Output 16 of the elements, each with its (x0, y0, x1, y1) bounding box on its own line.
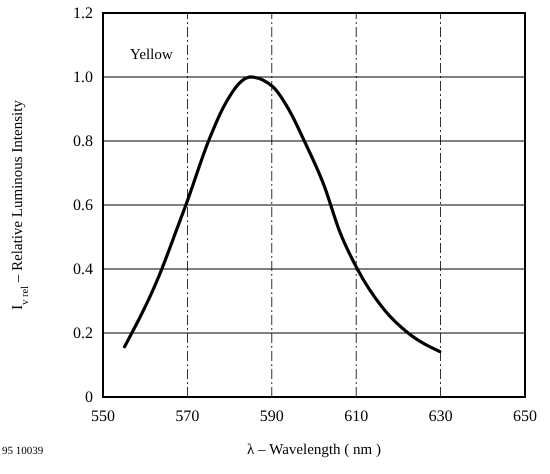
y-tick-label: 1.0 (73, 69, 93, 86)
annotation: Yellow (130, 47, 173, 63)
x-axis-title: λ – Wavelength ( nm ) (247, 442, 381, 458)
x-tick-label: 590 (260, 408, 284, 425)
x-tick-label: 570 (175, 408, 200, 425)
x-tick-label: 610 (344, 408, 368, 425)
y-tick-label: 1.2 (73, 5, 93, 22)
y-tick-label: 0.6 (73, 197, 93, 214)
x-tick-label: 630 (428, 408, 453, 425)
y-tick-label: 0.2 (73, 325, 93, 342)
x-tick-label: 650 (513, 408, 537, 425)
y-tick-label: 0.4 (73, 261, 93, 278)
x-tick-label: 550 (91, 408, 115, 425)
y-tick-label: 0 (85, 389, 93, 406)
y-tick-label: 0.8 (73, 133, 93, 150)
text: 95 10039 (2, 445, 44, 457)
